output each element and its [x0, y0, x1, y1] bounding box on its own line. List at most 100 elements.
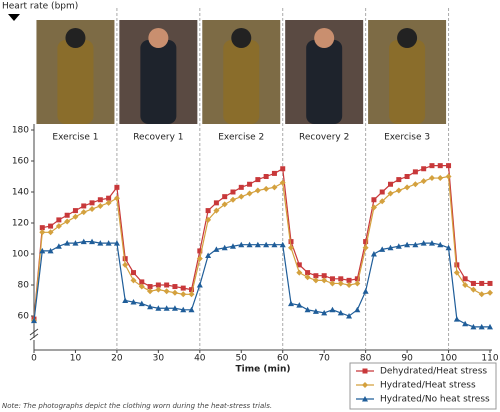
point: [147, 284, 153, 290]
point: [462, 282, 469, 288]
point: [487, 280, 493, 286]
point: [164, 282, 170, 288]
point: [462, 276, 468, 282]
point: [80, 238, 87, 245]
series-line: [33, 241, 490, 328]
point: [72, 240, 79, 246]
legend-marker: [362, 368, 368, 374]
axis-break: [29, 333, 39, 341]
point: [321, 309, 328, 316]
point: [246, 241, 253, 248]
point: [229, 243, 236, 249]
point: [304, 306, 311, 313]
point: [446, 163, 452, 169]
x-tick-label: 20: [111, 354, 123, 364]
x-tick-label: 10: [70, 354, 82, 364]
point: [39, 225, 45, 231]
point: [113, 195, 120, 202]
point: [55, 223, 62, 230]
point: [113, 240, 120, 246]
point: [346, 277, 352, 283]
point: [105, 240, 112, 246]
photo-head: [231, 28, 252, 48]
axis-break: [29, 328, 39, 336]
point: [254, 187, 261, 194]
point: [255, 177, 261, 183]
point: [329, 280, 336, 287]
point: [221, 244, 228, 251]
point: [363, 239, 369, 245]
point: [188, 291, 195, 298]
point: [171, 305, 178, 311]
point: [296, 302, 303, 308]
legend: [349, 362, 497, 410]
point: [205, 208, 211, 214]
point: [64, 212, 70, 218]
point: [420, 178, 427, 185]
point: [288, 239, 294, 245]
x-tick-label: 30: [153, 354, 165, 364]
point: [280, 166, 286, 172]
x-tick-label: 0: [31, 354, 37, 364]
point: [122, 261, 129, 268]
y-tick-label: 80: [18, 281, 30, 291]
photo-head: [148, 28, 169, 48]
point: [39, 247, 46, 254]
point: [122, 256, 128, 262]
phase-label: Recovery 2: [299, 133, 349, 143]
point: [271, 170, 277, 176]
point: [388, 181, 394, 187]
point: [354, 306, 361, 313]
point: [387, 244, 394, 251]
point: [354, 276, 360, 282]
point: [370, 204, 377, 211]
point: [437, 175, 444, 182]
y-tick-label: 160: [12, 157, 29, 167]
point: [420, 240, 427, 246]
point: [479, 280, 485, 286]
x-tick-label: 110: [481, 354, 498, 364]
point: [429, 163, 435, 169]
point: [254, 241, 261, 248]
point: [404, 174, 410, 179]
point: [205, 252, 212, 259]
y-tick-label: 120: [12, 219, 29, 229]
point: [64, 218, 71, 225]
point: [470, 286, 477, 293]
point: [72, 213, 79, 220]
point: [155, 282, 161, 288]
point: [263, 241, 270, 248]
point: [48, 223, 54, 229]
point: [197, 248, 203, 254]
point: [47, 247, 54, 254]
photo-head: [314, 28, 335, 48]
point: [180, 285, 186, 291]
point: [81, 203, 87, 209]
point: [196, 282, 203, 288]
point: [271, 241, 278, 248]
point: [362, 244, 369, 251]
point: [453, 269, 460, 276]
point: [97, 197, 103, 203]
phase-label: Exercise 3: [384, 133, 430, 143]
legend-marker: [362, 382, 368, 388]
point: [31, 317, 37, 324]
point: [371, 197, 377, 203]
point: [213, 207, 220, 214]
y-tick-label: 60: [18, 312, 30, 322]
point: [55, 243, 62, 249]
point: [213, 246, 220, 252]
point: [205, 216, 212, 223]
point: [180, 306, 187, 313]
point: [47, 229, 54, 236]
point: [396, 177, 402, 183]
point: [80, 209, 87, 216]
point: [321, 273, 327, 279]
point: [362, 288, 369, 294]
point: [163, 305, 170, 311]
point: [346, 313, 353, 319]
point: [271, 184, 278, 191]
photo-figure: [140, 40, 177, 124]
point: [172, 284, 178, 290]
